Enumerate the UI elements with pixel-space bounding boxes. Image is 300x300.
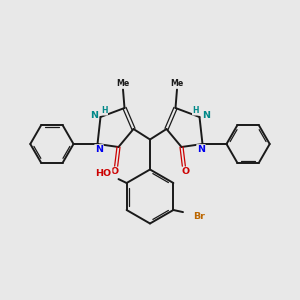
Text: Me: Me [170, 79, 184, 88]
Text: Br: Br [193, 212, 205, 221]
Text: N: N [197, 145, 205, 154]
Text: Me: Me [116, 79, 130, 88]
Text: H: H [193, 106, 199, 115]
Text: O: O [110, 167, 119, 176]
Text: N: N [95, 145, 103, 154]
Text: N: N [202, 111, 210, 120]
Text: H: H [101, 106, 107, 115]
Text: O: O [181, 167, 190, 176]
Text: N: N [90, 111, 98, 120]
Text: HO: HO [95, 169, 112, 178]
